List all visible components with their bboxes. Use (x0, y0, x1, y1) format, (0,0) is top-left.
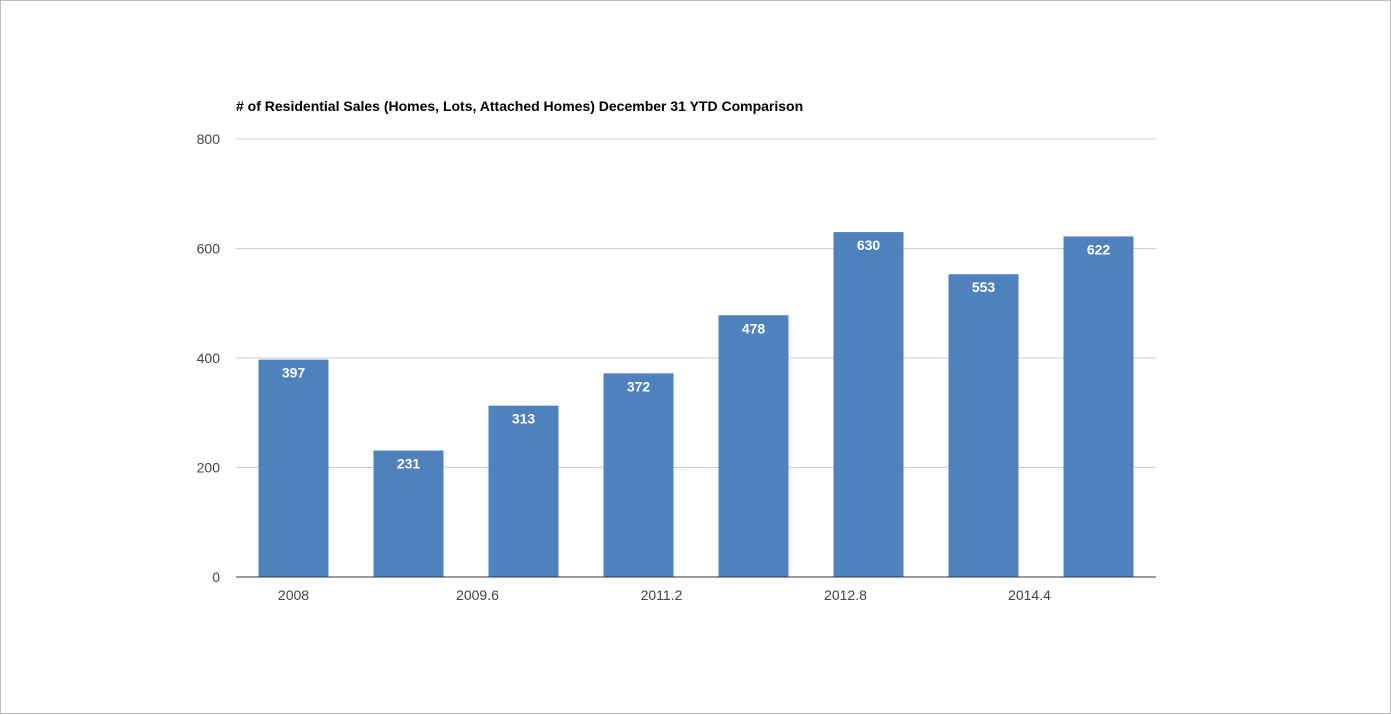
x-tick-label: 2012.8 (824, 587, 867, 603)
bar-value-label: 622 (1087, 241, 1111, 257)
y-tick-label: 200 (197, 460, 221, 476)
bar (603, 373, 674, 577)
bar-value-label: 553 (972, 279, 996, 295)
x-axis-ticks: 2008 2009.6 2011.2 2012.8 2014.4 (278, 587, 1051, 603)
bar-value-label: 372 (627, 378, 651, 394)
y-tick-label: 400 (197, 350, 221, 366)
x-tick-label: 2011.2 (641, 587, 683, 603)
y-tick-label: 0 (212, 569, 220, 585)
bar-value-label: 630 (857, 237, 881, 253)
bars (258, 232, 1134, 577)
x-tick-label: 2008 (278, 587, 309, 603)
x-tick-label: 2009.6 (456, 587, 499, 603)
y-axis-ticks: 0 200 400 600 800 (197, 131, 221, 585)
bar (258, 359, 329, 577)
bar (1063, 236, 1134, 577)
data-labels: 397 231 313 372 478 630 553 622 (282, 237, 1111, 471)
chart-title: # of Residential Sales (Homes, Lots, Att… (236, 98, 803, 114)
bar (488, 405, 559, 577)
y-tick-label: 800 (197, 131, 221, 147)
bar-value-label: 397 (282, 365, 306, 381)
x-tick-label: 2014.4 (1008, 587, 1051, 603)
bar-value-label: 313 (512, 411, 536, 427)
bar (373, 450, 444, 577)
bar (948, 274, 1019, 577)
bar-value-label: 478 (742, 320, 766, 336)
bar (718, 315, 789, 577)
bar (833, 232, 904, 577)
y-tick-label: 600 (197, 241, 221, 257)
bar-value-label: 231 (397, 456, 421, 472)
